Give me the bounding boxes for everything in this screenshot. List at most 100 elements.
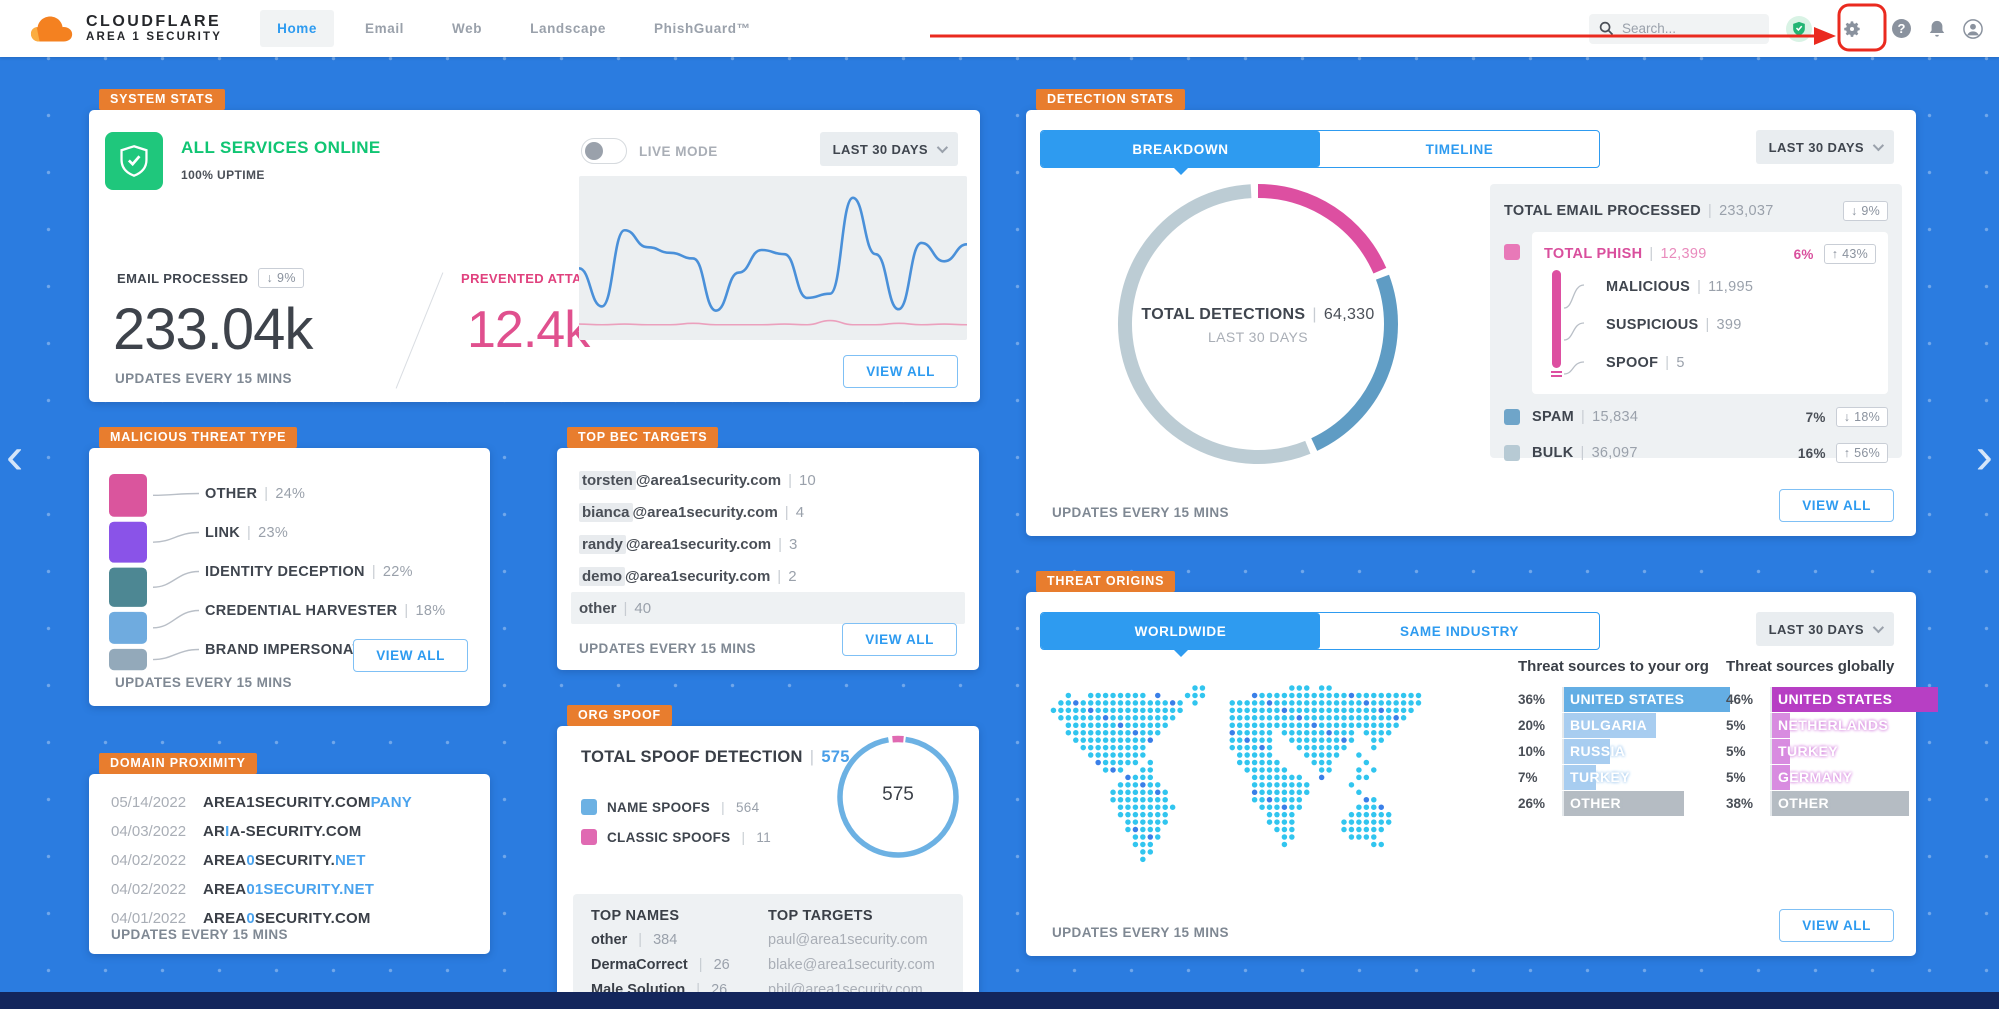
top-name-row: DermaCorrect | 26 xyxy=(591,957,730,973)
updates-caption: UPDATES EVERY 15 MINS xyxy=(579,641,756,656)
column-title: Threat sources globally xyxy=(1726,658,1895,675)
range-dropdown[interactable]: LAST 30 DAYS xyxy=(819,132,958,166)
nav-item-email[interactable]: Email xyxy=(365,21,405,36)
total-email-label: TOTAL EMAIL PROCESSED xyxy=(1504,203,1701,219)
detections-donut-chart xyxy=(1118,184,1398,464)
threat-source-row: 5% GERMANY xyxy=(1726,765,1938,790)
threat-type-stacked-bar xyxy=(109,474,200,671)
carousel-next-chevron[interactable]: › xyxy=(1975,427,1993,485)
updates-caption: UPDATES EVERY 15 MINS xyxy=(1052,925,1229,940)
search-box[interactable] xyxy=(1589,13,1769,44)
card-badge: MALICIOUS THREAT TYPE xyxy=(99,427,298,448)
top-bec-targets-card: TOP BEC TARGETS torsten @area1security.co… xyxy=(557,427,979,670)
tab-worldwide[interactable]: WORLDWIDE xyxy=(1041,613,1320,657)
nav-menu: Home Email Web Landscape PhishGuard™ xyxy=(260,0,768,57)
services-shield-icon xyxy=(105,132,163,190)
prevented-attacks-value: 12.4k xyxy=(467,301,590,359)
detection-breakdown-panel: TOTAL EMAIL PROCESSED | 233,037 ↓ 9% TOTA… xyxy=(1490,184,1902,463)
view-all-button[interactable]: VIEW ALL xyxy=(842,623,957,656)
view-all-button[interactable]: VIEW ALL xyxy=(1779,489,1894,522)
carousel-prev-chevron[interactable]: ‹ xyxy=(6,427,24,485)
threat-type-row: LINK | 23% xyxy=(205,524,289,541)
tab-timeline[interactable]: TIMELINE xyxy=(1425,141,1494,157)
chevron-down-icon xyxy=(936,141,949,154)
tab-breakdown[interactable]: BREAKDOWN xyxy=(1041,131,1320,175)
protection-status-icon[interactable] xyxy=(1786,15,1812,42)
nav-item-phishguard[interactable]: PhishGuard™ xyxy=(654,21,751,36)
email-processed-label: EMAIL PROCESSED xyxy=(117,270,249,286)
notifications-bell-icon[interactable] xyxy=(1928,19,1946,39)
search-input[interactable] xyxy=(1622,21,1752,36)
view-all-button[interactable]: VIEW ALL xyxy=(1779,909,1894,942)
bec-target-row: other | 40 xyxy=(571,592,965,624)
brand-logo[interactable]: CLOUDFLARE AREA 1 SECURITY xyxy=(30,13,222,45)
spoof-legend-row: CLASSIC SPOOFS | 11 xyxy=(581,822,771,852)
domain-row: 04/02/2022 AREA01SECURITY.NET xyxy=(111,881,375,898)
detections-donut-center: TOTAL DETECTIONS | 64,330 LAST 30 DAYS xyxy=(1141,306,1375,345)
total-phish-label: TOTAL PHISH xyxy=(1544,246,1643,262)
email-processed-delta: ↓ 9% xyxy=(258,268,304,288)
tab-same-industry[interactable]: SAME INDUSTRY xyxy=(1399,623,1520,639)
updates-caption: UPDATES EVERY 15 MINS xyxy=(115,371,292,386)
user-account-icon[interactable] xyxy=(1963,18,1983,39)
phish-subtype-bar xyxy=(1551,270,1585,377)
nav-item-landscape[interactable]: Landscape xyxy=(530,21,607,36)
threat-type-row: OTHER | 24% xyxy=(205,485,306,502)
top-name-row: other | 384 xyxy=(591,932,678,948)
threat-source-row: 36% UNITED STATES xyxy=(1518,687,1730,712)
nav-item-web[interactable]: Web xyxy=(452,21,483,36)
threat-source-row: 26% OTHER xyxy=(1518,791,1730,816)
bottom-bar xyxy=(0,992,1999,1009)
spam-pct: 7% xyxy=(1805,409,1826,425)
total-phish-pct: 6% xyxy=(1793,246,1814,262)
card-badge: DOMAIN PROXIMITY xyxy=(99,753,257,774)
threat-source-row: 10% RUSSIA xyxy=(1518,739,1730,764)
domain-row: 05/14/2022 AREA1SECURITY.COMPANY xyxy=(111,794,412,811)
total-phish-box: TOTAL PHISH | 12,399 6% ↑ 43% MALICIOUS | 1… xyxy=(1504,232,1888,394)
world-dot-map xyxy=(1050,685,1422,863)
threat-type-legend: OTHER | 24% LINK | 23% IDENTITY DECEPTION | 22% C… xyxy=(205,474,470,669)
top-target-row: blake@area1security.com xyxy=(768,957,935,973)
threat-source-row: 7% TURKEY xyxy=(1518,765,1730,790)
nav-item-home[interactable]: Home xyxy=(260,10,335,47)
card-badge: SYSTEM STATS xyxy=(99,89,225,110)
spoof-total-value: 575 xyxy=(821,748,850,766)
spam-value: 15,834 xyxy=(1592,409,1639,425)
bec-target-list: torsten @area1security.com | 10 bianca @area1… xyxy=(571,464,965,624)
bec-target-row: demo @area1security.com | 2 xyxy=(571,560,965,592)
range-dropdown[interactable]: LAST 30 DAYS xyxy=(1755,130,1894,164)
phish-subtype-list: MALICIOUS | 11,995 SUSPICIOUS | 399 SPOOF | 5 xyxy=(1606,268,1876,386)
threat-sources-org-column: Threat sources to your org 36% UNITED STA… xyxy=(1518,658,1730,817)
updates-caption: UPDATES EVERY 15 MINS xyxy=(111,927,288,942)
threat-source-row: 46% UNITED STATES xyxy=(1726,687,1938,712)
help-icon[interactable]: ? xyxy=(1892,19,1911,38)
bulk-swatch xyxy=(1504,445,1520,461)
phish-subtype-row: SPOOF | 5 xyxy=(1606,355,1685,371)
spoof-donut-center: 575 xyxy=(882,784,914,805)
malicious-threat-type-card: MALICIOUS THREAT TYPE OTHER | 24% LINK | 23% I… xyxy=(89,427,490,706)
top-target-row: paul@area1security.com xyxy=(768,932,928,948)
threat-source-row: 20% BULGARIA xyxy=(1518,713,1730,738)
domain-row: 04/03/2022 ARIA-SECURITY.COM xyxy=(111,823,362,840)
spam-label: SPAM xyxy=(1532,409,1575,425)
total-email-delta: ↓ 9% xyxy=(1843,201,1888,221)
total-email-value: 233,037 xyxy=(1719,203,1774,219)
settings-gear-icon[interactable] xyxy=(1829,19,1875,39)
bec-target-row: bianca @area1security.com | 4 xyxy=(571,496,965,528)
live-mode-toggle[interactable]: LIVE MODE xyxy=(581,138,718,164)
uptime-text: 100% UPTIME xyxy=(181,168,265,182)
spoof-total-title: TOTAL SPOOF DETECTION | 575 xyxy=(581,748,850,766)
range-dropdown[interactable]: LAST 30 DAYS xyxy=(1755,612,1894,646)
detection-stats-card: DETECTION STATS BREAKDOWN TIMELINE LAST … xyxy=(1026,89,1916,536)
card-badge: TOP BEC TARGETS xyxy=(567,427,719,448)
spoof-legend: NAME SPOOFS | 564 CLASSIC SPOOFS | 11 xyxy=(581,792,771,852)
total-phish-value: 12,399 xyxy=(1660,246,1707,262)
brand-line1: CLOUDFLARE xyxy=(86,12,222,30)
updates-caption: UPDATES EVERY 15 MINS xyxy=(1052,505,1229,520)
spam-delta: ↓ 18% xyxy=(1835,407,1888,427)
column-title: Threat sources to your org xyxy=(1518,658,1709,675)
view-all-button[interactable]: VIEW ALL xyxy=(843,355,958,388)
view-all-button[interactable]: VIEW ALL xyxy=(353,639,468,672)
domain-row: 04/01/2022 AREA0SECURITY.COM xyxy=(111,910,371,927)
phish-swatch xyxy=(1504,244,1520,260)
